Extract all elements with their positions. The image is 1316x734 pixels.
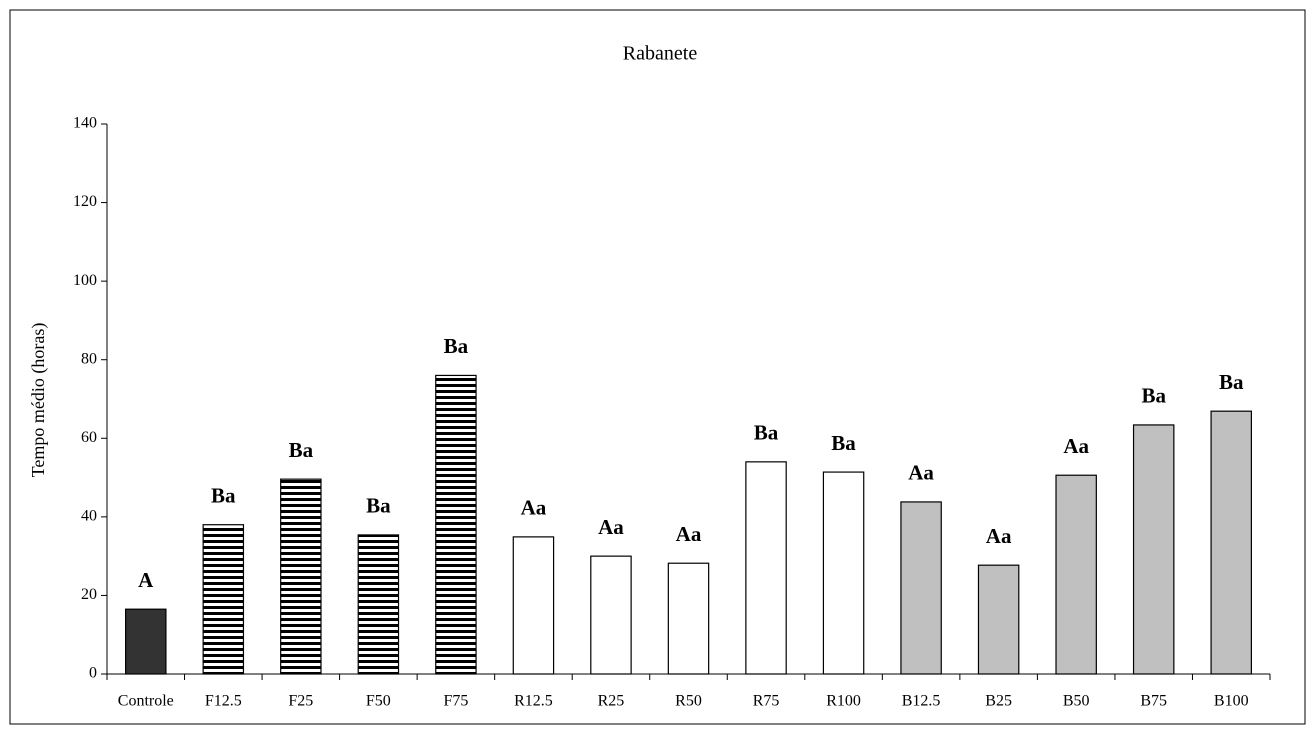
x-tick-label: R25 — [598, 693, 625, 710]
bar — [1210, 410, 1252, 675]
bar — [125, 608, 167, 675]
y-tick-label: 60 — [81, 429, 97, 446]
bar-annotation: Aa — [676, 522, 702, 546]
x-tick-label: B12.5 — [902, 693, 941, 710]
bar-annotation: Aa — [908, 461, 934, 485]
x-tick-label: B50 — [1063, 693, 1090, 710]
x-tick-label: B75 — [1140, 693, 1167, 710]
bar-annotation: Ba — [366, 494, 391, 518]
bar-annotation: Ba — [1219, 370, 1244, 394]
x-tick-label: F25 — [288, 693, 313, 710]
bar — [590, 555, 632, 675]
bar-annotation: Ba — [831, 431, 856, 455]
x-tick-label: B100 — [1214, 693, 1249, 710]
x-tick-label: R100 — [826, 693, 861, 710]
bar-annotation: Aa — [521, 496, 547, 520]
x-tick-label: R75 — [753, 693, 780, 710]
bar — [977, 564, 1020, 675]
y-tick-label: 100 — [73, 272, 97, 289]
y-tick-label: 20 — [81, 586, 97, 603]
bar-annotation: Ba — [754, 421, 779, 445]
x-tick-label: F12.5 — [205, 693, 242, 710]
bar — [435, 374, 477, 675]
y-tick-label: 40 — [81, 508, 97, 525]
x-tick-label: R50 — [675, 693, 702, 710]
bar — [822, 471, 865, 675]
bar — [202, 524, 245, 675]
bar-annotation: Aa — [986, 524, 1012, 548]
y-tick-label: 140 — [73, 115, 97, 132]
y-axis-label: Tempo médio (horas) — [28, 323, 49, 478]
bar-annotation: Ba — [444, 334, 469, 358]
bar — [667, 562, 710, 675]
bar — [1055, 474, 1097, 675]
bar-annotation: Ba — [289, 438, 314, 462]
bar — [900, 501, 942, 675]
bar-annotation: Aa — [1063, 434, 1089, 458]
bar-annotation: Ba — [1141, 384, 1166, 408]
x-tick-label: F50 — [366, 693, 391, 710]
bar — [357, 534, 400, 675]
bar-annotation: Ba — [211, 484, 236, 508]
x-tick-label: R12.5 — [514, 693, 553, 710]
y-tick-label: 0 — [89, 665, 97, 682]
x-tick-label: Controle — [118, 693, 174, 710]
bar-annotation: Aa — [598, 515, 624, 539]
y-tick-label: 80 — [81, 350, 97, 367]
bar-annotation: A — [138, 568, 154, 592]
bar — [1132, 424, 1175, 675]
y-tick-label: 120 — [73, 193, 97, 210]
bar — [280, 478, 322, 675]
x-tick-label: F75 — [443, 693, 468, 710]
chart-title: Rabanete — [623, 43, 698, 65]
bar — [512, 536, 555, 675]
bar — [745, 461, 787, 675]
x-tick-label: B25 — [985, 693, 1012, 710]
